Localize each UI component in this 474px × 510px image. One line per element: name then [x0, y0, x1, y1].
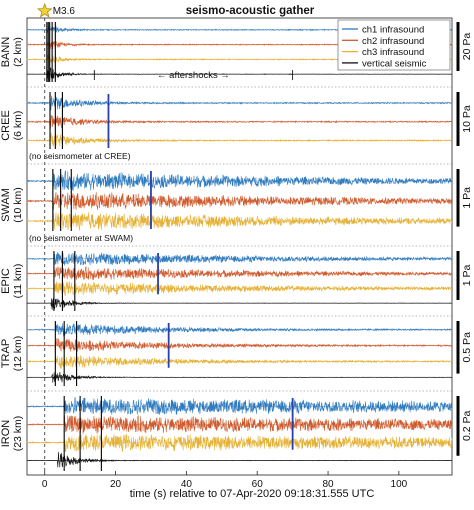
chart-title: seismo-acoustic gather	[186, 5, 315, 17]
x-tick-label-0: 0	[42, 479, 48, 490]
trace-epic-ch3	[26, 281, 453, 297]
station-label-epic: EPIC	[0, 268, 12, 294]
station-label-bann: BANN	[0, 37, 12, 68]
trace-cree-ch2	[27, 115, 452, 131]
scale-label-epic: 1 Pa	[461, 265, 473, 287]
trace-iron-ch1	[26, 397, 453, 415]
scale-label-swam: 1 Pa	[461, 187, 473, 209]
station-distance-epic: (11 km)	[12, 264, 24, 299]
note-cree: (no seismometer at CREE)	[29, 151, 131, 161]
x-tick-label-60: 60	[252, 479, 264, 490]
station-label-cree: CREE	[0, 110, 12, 141]
trace-trap-ch3	[26, 355, 453, 369]
x-axis-label: time (s) relative to 07-Apr-2020 09:18:3…	[130, 488, 375, 500]
trace-cree-ch1	[26, 95, 453, 111]
scale-label-trap: 0.5 Pa	[461, 332, 473, 363]
trace-epic-seismic	[26, 297, 452, 310]
x-tick-label-40: 40	[181, 479, 193, 490]
trace-iron-ch3	[26, 434, 453, 452]
scale-label-bann: 20 Pa	[461, 33, 473, 61]
legend-box	[337, 19, 451, 71]
station-distance-bann: (2 km)	[12, 37, 24, 67]
x-tick-label-80: 80	[322, 479, 334, 490]
legend-label-0: ch1 infrasound	[362, 25, 424, 36]
legend-label-2: ch3 infrasound	[362, 47, 424, 58]
trace-swam-ch2	[26, 192, 453, 211]
station-distance-swam: (10 km)	[12, 187, 24, 223]
station-distance-cree: (6 km)	[12, 111, 24, 141]
trace-iron-ch2	[26, 414, 453, 435]
station-label-trap: TRAP	[0, 339, 12, 368]
trace-epic-ch1	[26, 252, 453, 266]
trace-epic-ch2	[26, 266, 453, 281]
trace-swam-ch3	[26, 211, 453, 231]
plot-frame	[26, 17, 453, 476]
x-tick-label-20: 20	[110, 479, 122, 490]
trace-iron-seismic	[26, 451, 452, 468]
trace-bann-seismic	[26, 67, 452, 81]
legend-label-1: ch2 infrasound	[362, 36, 424, 47]
trace-trap-ch2	[26, 338, 453, 352]
station-label-swam: SWAM	[0, 188, 12, 222]
trace-trap-ch1	[26, 322, 453, 337]
scale-label-cree: 10 Pa	[461, 105, 473, 133]
event-star-icon	[37, 2, 53, 18]
station-distance-iron: (23 km)	[12, 416, 24, 452]
trace-cree-ch3	[26, 132, 452, 147]
trace-swam-ch1	[26, 170, 453, 191]
legend-label-3: vertical seismic	[362, 58, 427, 69]
station-distance-trap: (12 km)	[12, 336, 24, 372]
x-tick-label-100: 100	[391, 479, 408, 490]
trace-trap-seismic	[26, 372, 452, 383]
scale-label-iron: 0.2 Pa	[461, 411, 473, 442]
aftershocks-label: ← aftershocks →	[157, 70, 230, 81]
event-magnitude-label: M3.6	[53, 6, 76, 17]
plot-area: 0 20 40 60 80 100 BANN (2 km) 20 Pa (no seismomet…	[0, 2, 473, 490]
station-label-iron: IRON	[0, 420, 12, 448]
note-swam: (no seismometer at SWAM)	[29, 233, 133, 243]
